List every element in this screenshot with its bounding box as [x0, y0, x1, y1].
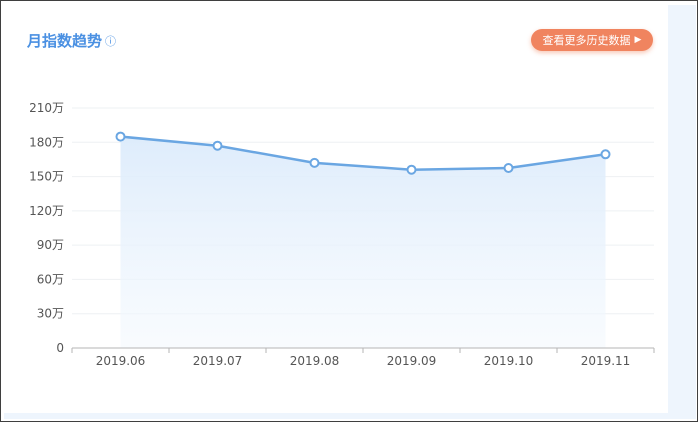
data-point[interactable]: [503, 163, 514, 173]
data-point[interactable]: [406, 164, 417, 175]
x-tick-label: 2019.10: [484, 354, 534, 368]
chart-title: 月指数趋势 ⓘ: [27, 30, 116, 51]
data-point[interactable]: [309, 157, 320, 168]
info-icon[interactable]: ⓘ: [105, 34, 117, 48]
y-tick-label: 120万: [29, 204, 64, 218]
y-tick-label: 90万: [37, 238, 64, 252]
view-history-button[interactable]: 查看更多历史数据 ▶: [531, 29, 653, 51]
play-arrow-icon: ▶: [634, 35, 642, 45]
x-tick-label: 2019.09: [387, 354, 437, 368]
y-tick-label: 180万: [29, 135, 64, 149]
side-panel-strip: [668, 5, 696, 419]
series-area: [120, 136, 606, 348]
y-tick-label: 60万: [37, 272, 64, 286]
x-tick-label: 2019.11: [581, 354, 631, 368]
view-history-button-label: 查看更多历史数据: [542, 34, 631, 47]
x-tick-label: 2019.06: [96, 354, 146, 368]
data-point[interactable]: [212, 140, 223, 151]
y-tick-label: 30万: [37, 307, 64, 321]
x-tick-label: 2019.08: [290, 354, 340, 368]
data-point[interactable]: [115, 131, 126, 142]
y-tick-label: 150万: [29, 170, 64, 184]
x-tick-label: 2019.07: [193, 354, 243, 368]
data-point[interactable]: [600, 149, 611, 160]
chart-title-text: 月指数趋势: [27, 32, 103, 50]
y-tick-label: 210万: [29, 101, 64, 115]
y-tick-label: 0: [56, 341, 64, 355]
series-line: [120, 135, 606, 171]
bottom-panel-strip: [4, 413, 668, 419]
